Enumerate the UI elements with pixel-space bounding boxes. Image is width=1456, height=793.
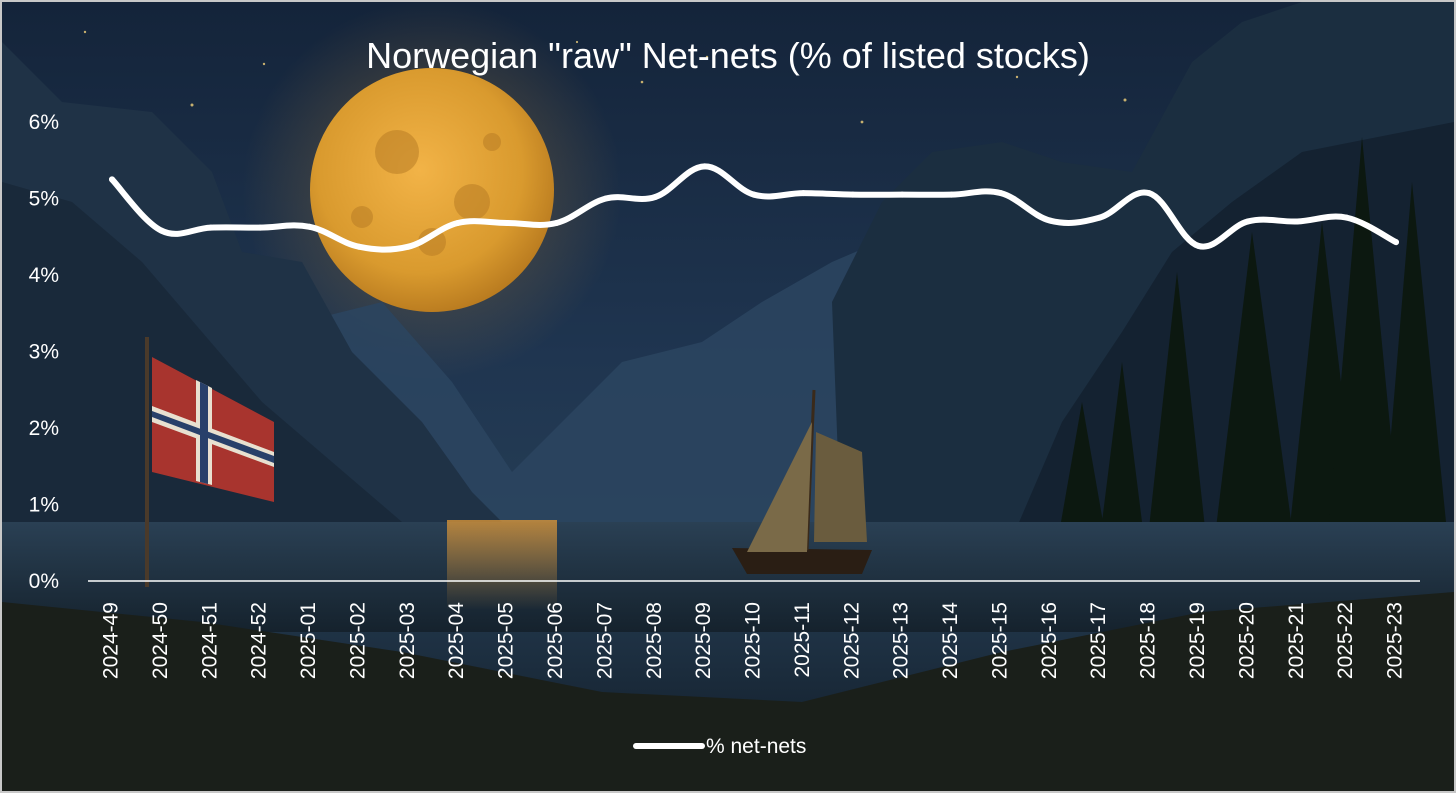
x-tick-label: 2025-22 (1334, 602, 1357, 679)
sailboat-icon (732, 389, 872, 574)
x-tick-label: 2025-14 (939, 602, 962, 679)
data-point (1343, 214, 1350, 221)
y-tick-label: 3% (29, 341, 59, 364)
x-tick-label: 2025-10 (742, 602, 765, 679)
data-point (800, 190, 807, 197)
data-point (454, 219, 461, 226)
x-tick-label: 2025-15 (988, 602, 1011, 679)
x-tick-label: 2025-16 (1038, 602, 1061, 679)
legend: % net-nets (633, 735, 806, 758)
data-point (1393, 239, 1399, 246)
x-tick-label: 2024-51 (198, 602, 221, 679)
x-tick-label: 2025-11 (791, 602, 814, 678)
data-point (1096, 214, 1103, 221)
x-tick-label: 2025-07 (593, 602, 616, 679)
x-tick-label: 2025-02 (346, 602, 369, 679)
y-tick-label: 4% (29, 264, 59, 287)
y-tick-label: 1% (29, 494, 59, 517)
moon (310, 68, 554, 312)
x-tick-label: 2024-49 (100, 602, 123, 679)
x-tick-label: 2025-20 (1235, 602, 1258, 679)
moon-craters (351, 130, 501, 256)
x-tick-label: 2025-13 (890, 602, 913, 679)
y-tick-label: 6% (29, 111, 59, 134)
data-point (553, 219, 560, 226)
data-point (997, 190, 1004, 197)
y-tick-label: 0% (29, 570, 59, 593)
data-point (355, 243, 362, 250)
x-tick-label: 2025-21 (1285, 602, 1308, 679)
data-point (602, 195, 609, 202)
data-point (158, 227, 165, 234)
data-point (1047, 217, 1054, 224)
x-tick-label: 2025-01 (297, 602, 320, 679)
data-point (1244, 218, 1251, 225)
x-tick-label: 2025-04 (445, 602, 468, 679)
x-tick-label: 2025-03 (396, 602, 419, 679)
x-tick-label: 2025-19 (1186, 602, 1209, 679)
data-point (1146, 190, 1153, 197)
data-point (751, 191, 757, 198)
x-tick-label: 2025-18 (1137, 602, 1160, 679)
chart-plot: Norwegian "raw" Net-nets (% of listed st… (29, 35, 1420, 758)
data-point (257, 224, 264, 231)
norwegian-flag-icon (145, 337, 274, 587)
data-point (1294, 218, 1301, 225)
y-axis-ticks: 0% 1% 2% 3% 4% 5% 6% (29, 111, 59, 593)
series-layer (109, 163, 1399, 253)
x-tick-label: 2025-23 (1384, 602, 1407, 679)
x-tick-label: 2024-50 (149, 602, 172, 679)
x-tick-label: 2025-09 (692, 602, 715, 679)
moon-reflection (447, 520, 557, 610)
x-tick-label: 2025-17 (1087, 602, 1110, 679)
data-point (504, 219, 511, 226)
x-axis-ticks: 2024-49 2024-50 2024-51 2024-52 2025-01 2025-… (100, 602, 1407, 679)
x-tick-label: 2025-06 (544, 602, 567, 679)
data-point (109, 176, 115, 183)
x-tick-label: 2024-52 (248, 602, 271, 679)
data-point (1195, 242, 1202, 249)
data-point (948, 191, 955, 198)
data-point (405, 243, 412, 250)
chart-title: Norwegian "raw" Net-nets (% of listed st… (366, 35, 1090, 76)
y-tick-label: 5% (29, 188, 59, 211)
x-tick-label: 2025-08 (643, 602, 666, 679)
data-point (652, 193, 659, 200)
data-point (207, 224, 214, 231)
data-point (701, 163, 708, 170)
data-point (306, 223, 313, 230)
data-point (899, 191, 906, 198)
y-tick-label: 2% (29, 417, 59, 440)
x-tick-label: 2025-05 (495, 602, 518, 679)
data-point (849, 191, 856, 198)
left-slopes (2, 182, 402, 542)
legend-label: % net-nets (706, 735, 806, 758)
shore (2, 592, 1454, 791)
x-tick-label: 2025-12 (840, 602, 863, 679)
